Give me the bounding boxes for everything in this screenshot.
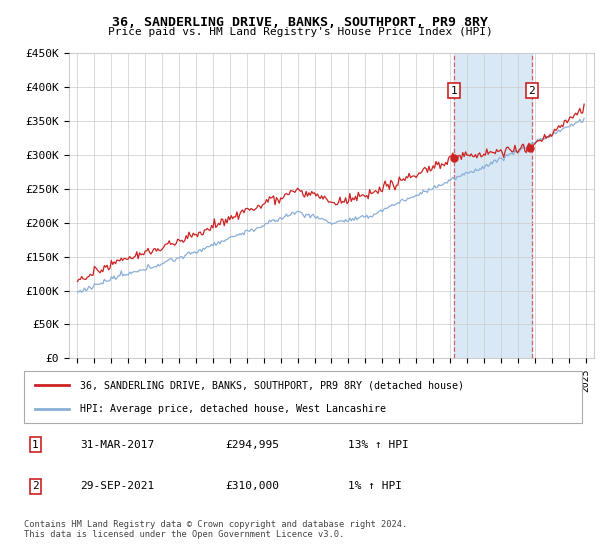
FancyBboxPatch shape (24, 371, 582, 423)
Text: Contains HM Land Registry data © Crown copyright and database right 2024.
This d: Contains HM Land Registry data © Crown c… (24, 520, 407, 539)
Text: 13% ↑ HPI: 13% ↑ HPI (347, 440, 409, 450)
Text: HPI: Average price, detached house, West Lancashire: HPI: Average price, detached house, West… (80, 404, 386, 414)
Text: Price paid vs. HM Land Registry's House Price Index (HPI): Price paid vs. HM Land Registry's House … (107, 27, 493, 37)
Text: 2: 2 (529, 86, 535, 96)
Text: 1: 1 (451, 86, 458, 96)
Text: 1: 1 (32, 440, 38, 450)
Text: 29-SEP-2021: 29-SEP-2021 (80, 482, 154, 491)
Text: 1% ↑ HPI: 1% ↑ HPI (347, 482, 401, 491)
Text: 36, SANDERLING DRIVE, BANKS, SOUTHPORT, PR9 8RY: 36, SANDERLING DRIVE, BANKS, SOUTHPORT, … (112, 16, 488, 29)
Text: £294,995: £294,995 (225, 440, 279, 450)
Text: 31-MAR-2017: 31-MAR-2017 (80, 440, 154, 450)
Bar (454, 53, 532, 358)
Text: 2: 2 (32, 482, 38, 491)
Text: £310,000: £310,000 (225, 482, 279, 491)
Text: 36, SANDERLING DRIVE, BANKS, SOUTHPORT, PR9 8RY (detached house): 36, SANDERLING DRIVE, BANKS, SOUTHPORT, … (80, 380, 464, 390)
